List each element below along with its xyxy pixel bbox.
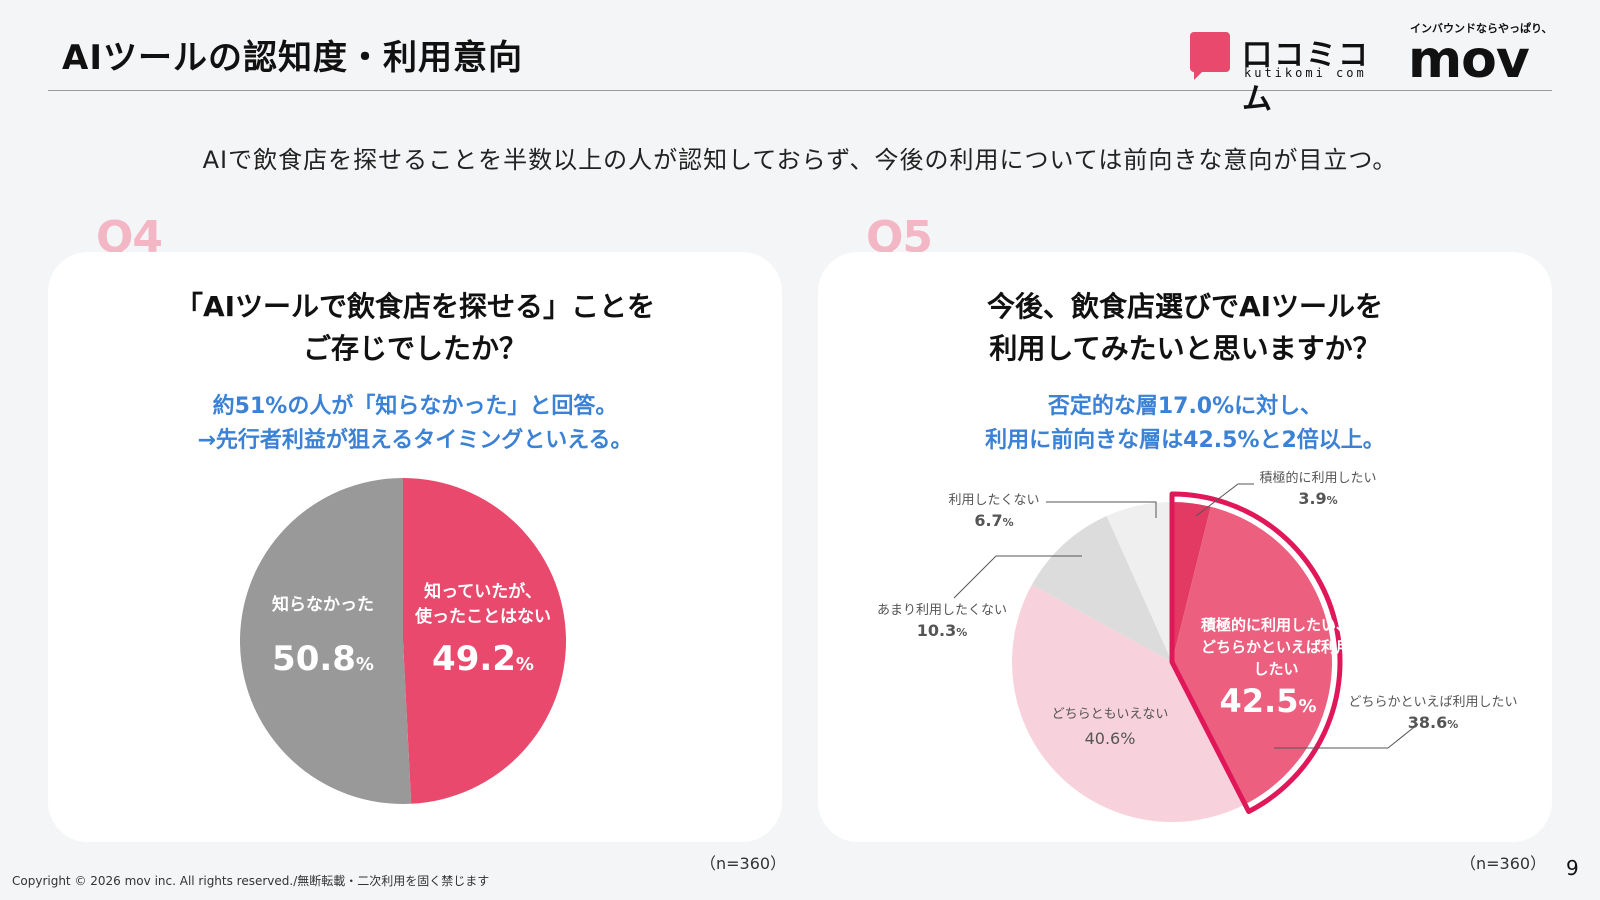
q4-slice-label-unaware: 知らなかった [271, 594, 374, 615]
q4-slice-label-aware-line1: 知っていたが、 [423, 581, 542, 602]
title-divider [48, 90, 1552, 91]
q5-question-line1: 今後、飲食店選びでAIツールを [986, 290, 1384, 323]
q5-note: 否定的な層17.0%に対し、 利用に前向きな層は42.5%と2倍以上。 [818, 390, 1552, 458]
q4-note: 約51%の人が「知らなかった」と回答。 →先行者利益が狙えるタイミングといえる。 [48, 390, 782, 458]
q4-slice-value-unaware: 50.8% [272, 639, 374, 679]
q5-pie-slice-2 [1012, 584, 1246, 822]
q5-value-1: 38.6% [1408, 713, 1459, 732]
q5-pie-slice-0 [1172, 502, 1211, 662]
kutikomi-logo: 口コミコム kutikomi com [1190, 30, 1370, 117]
mov-logo-wordmark: mov [1408, 30, 1530, 90]
q5-value-2: 40.6% [1085, 729, 1136, 748]
kutikomi-logo-mark-icon [1190, 32, 1230, 80]
lead-statement: AIで飲食店を探せることを半数以上の人が認知しておらず、今後の利用については前向… [202, 146, 1398, 174]
mov-logo: インバウンドならやっぱり、 mov [1408, 20, 1553, 90]
q4-sample-size: （n=360） [700, 854, 787, 873]
q5-question-line2: 利用してみたいと思いますか？ [989, 332, 1381, 365]
q4-slice-label-aware-line2: 使ったことはない [414, 606, 551, 627]
q5-label-2: どちらともいえない [1052, 707, 1169, 722]
q5-label-3: あまり利用したくない [877, 603, 1007, 618]
q4-pie-slice-1 [239, 478, 412, 805]
copyright-notice: Copyright © 2026 mov inc. All rights res… [12, 874, 490, 888]
q5-highlight-value: 42.5% [1220, 682, 1317, 720]
page-title: AIツールの認知度・利用意向 [62, 38, 523, 78]
q4-slice-value-aware: 49.2% [432, 639, 534, 679]
q5-note-line2: 利用に前向きな層は42.5%と2倍以上。 [985, 428, 1385, 453]
q5-highlight-label-line1: 積極的に利用したい、 [1200, 616, 1351, 634]
q5-pie-slice-1 [1172, 506, 1332, 805]
q4-question-line1: 「AIツールで飲食店を探せる」ことを [174, 290, 656, 323]
mov-logo-tagline: インバウンドならやっぱり、 [1410, 22, 1553, 35]
q4-pie-slice-0 [403, 478, 566, 804]
q4-note-line1: 約51%の人が「知らなかった」と回答。 [212, 394, 618, 419]
q5-label-0: 積極的に利用したい [1259, 470, 1376, 486]
q5-leader-line-1 [1274, 723, 1419, 749]
kutikomi-logo-text: 口コミコム [1242, 38, 1370, 117]
q5-note-line1: 否定的な層17.0%に対し、 [1047, 394, 1323, 419]
q5-value-4: 6.7% [974, 511, 1013, 530]
q5-label-4: 利用したくない [948, 493, 1039, 508]
q5-leader-line-3 [953, 555, 1082, 599]
q5-question: 今後、飲食店選びでAIツールを 利用してみたいと思いますか？ [818, 286, 1552, 370]
kutikomi-logo-subtext: kutikomi com [1244, 66, 1367, 80]
q5-value-0: 3.9% [1298, 489, 1337, 508]
q5-value-3: 10.3% [917, 621, 968, 640]
q5-highlight-outline [1169, 491, 1343, 814]
q5-pie-slice-4 [1106, 502, 1172, 662]
q5-highlight-label-line3: したい [1253, 660, 1298, 678]
q4-note-line2: →先行者利益が狙えるタイミングといえる。 [197, 428, 633, 453]
q5-highlight-label-line2: どちらかといえば利用 [1201, 638, 1351, 656]
q5-sample-size: （n=360） [1460, 854, 1547, 873]
q5-leader-line-4 [1046, 501, 1157, 518]
q5-pie-slice-3 [1031, 515, 1172, 662]
q4-question: 「AIツールで飲食店を探せる」ことを ご存じでしたか？ [48, 286, 782, 370]
page-number: 9 [1566, 856, 1579, 880]
q5-leader-line-0 [1195, 483, 1254, 517]
q4-question-line2: ご存じでしたか？ [302, 332, 527, 365]
q5-label-1: どちらかといえば利用したい [1348, 695, 1517, 710]
